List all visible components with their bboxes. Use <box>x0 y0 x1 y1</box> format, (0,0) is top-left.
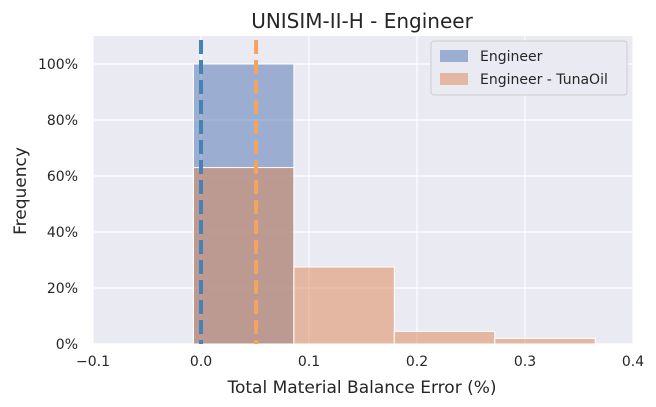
x-tick-label: 0.4 <box>622 354 644 370</box>
bar-engineer-tunaoil-3 <box>494 337 596 345</box>
bar-engineer-tunaoil-2 <box>393 330 496 345</box>
x-tick-labels: −0.1 0.0 0.1 0.2 0.3 0.4 <box>76 354 644 370</box>
y-tick-label: 40% <box>47 225 78 241</box>
y-tick-label: 80% <box>47 113 78 129</box>
x-axis-title: Total Material Balance Error (%) <box>226 378 496 398</box>
y-tick-label: 20% <box>47 281 78 297</box>
legend-label-engineer-tunaoil: Engineer - TunaOil <box>480 72 608 88</box>
legend-box <box>430 40 628 96</box>
x-tick-label: 0.3 <box>514 354 536 370</box>
chart-title: UNISIM-II-H - Engineer <box>251 9 473 33</box>
y-axis-title: Frequency <box>11 147 31 235</box>
legend-swatch-engineer <box>440 50 468 62</box>
x-tick-label: −0.1 <box>76 354 110 370</box>
x-tick-label: 0.2 <box>406 354 428 370</box>
legend-label-engineer: Engineer <box>480 49 543 65</box>
histogram-bars <box>192 63 596 345</box>
mean-lines <box>199 40 259 344</box>
bar-engineer-tunaoil-0 <box>192 167 295 345</box>
y-tick-label: 100% <box>38 57 78 73</box>
x-tick-label: 0.0 <box>190 354 212 370</box>
legend-swatch-engineer-tunaoil <box>440 73 468 85</box>
bar-engineer-tunaoil-1 <box>293 266 395 345</box>
y-tick-label: 60% <box>47 169 78 185</box>
y-tick-labels: 0% 20% 40% 60% 80% 100% <box>38 57 78 353</box>
legend: Engineer Engineer - TunaOil <box>430 40 628 96</box>
x-tick-label: 0.1 <box>298 354 320 370</box>
y-tick-label: 0% <box>56 337 78 353</box>
